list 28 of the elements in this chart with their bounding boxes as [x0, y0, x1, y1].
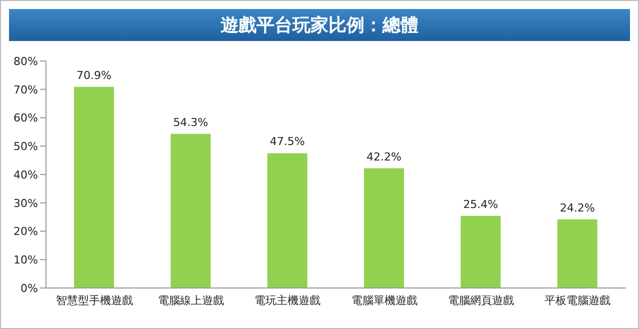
- y-tick-label: 80%: [14, 54, 38, 68]
- data-label: 42.2%: [366, 150, 402, 164]
- bar: [74, 86, 114, 288]
- x-tick-label: 電腦線上遊戲: [158, 294, 224, 307]
- chart-title: 遊戲平台玩家比例：總體: [9, 9, 630, 41]
- x-tick-label: 電玩主機遊戲: [254, 294, 321, 307]
- data-label: 70.9%: [76, 68, 112, 82]
- y-tick-label: 70%: [14, 83, 38, 96]
- y-tick-label: 30%: [14, 196, 38, 210]
- y-tick-label: 20%: [14, 225, 38, 238]
- y-tick-label: 10%: [14, 254, 38, 267]
- x-tick-label: 電腦單機遊戲: [351, 294, 418, 307]
- data-label: 25.4%: [463, 198, 498, 211]
- bar: [557, 219, 598, 288]
- y-tick-label: 60%: [14, 112, 38, 125]
- data-label: 47.5%: [270, 135, 305, 148]
- data-label: 24.2%: [560, 201, 595, 214]
- x-tick-label: 平板電腦遊戲: [544, 294, 611, 307]
- y-tick-label: 0%: [20, 282, 38, 295]
- x-tick-label: 電腦網頁遊戲: [448, 294, 514, 307]
- y-tick-label: 40%: [14, 168, 38, 182]
- bar: [460, 216, 501, 288]
- bar: [170, 134, 211, 288]
- data-label: 54.3%: [173, 116, 208, 129]
- y-tick-label: 50%: [14, 140, 38, 154]
- x-tick-label: 智慧型手機遊戲: [56, 294, 133, 307]
- bar: [364, 168, 404, 288]
- bar: [267, 153, 308, 288]
